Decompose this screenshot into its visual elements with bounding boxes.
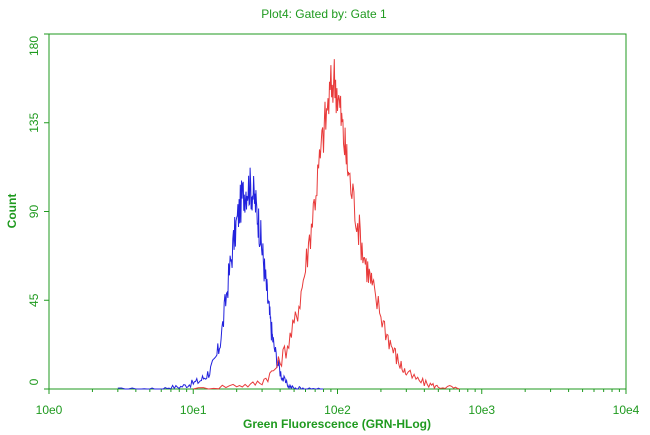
x-axis-label: Green Fluorescence (GRN-HLog) [243,417,431,431]
y-axis-label: Count [5,194,19,229]
series-layer [117,59,460,390]
x-tick-label: 10e1 [180,403,207,417]
series-line-1 [117,167,324,390]
series-line-2 [193,59,460,390]
plot-area-frame [48,33,627,390]
y-tick-label: 0 [27,378,41,385]
y-tick-label: 45 [27,293,41,307]
x-tick-label: 10e2 [324,403,351,417]
x-tick-label: 10e4 [613,403,640,417]
y-tick-label: 90 [27,205,41,219]
y-tick-label: 180 [27,36,41,56]
y-tick-label: 135 [27,112,41,132]
chart-title: Plot4: Gated by: Gate 1 [261,7,387,21]
x-axis: 10e0 10e1 10e2 10e3 10e4 [36,389,640,417]
x-tick-label: 10e0 [36,403,63,417]
x-tick-label: 10e3 [468,403,495,417]
y-axis: 0 45 90 135 180 [27,33,49,390]
